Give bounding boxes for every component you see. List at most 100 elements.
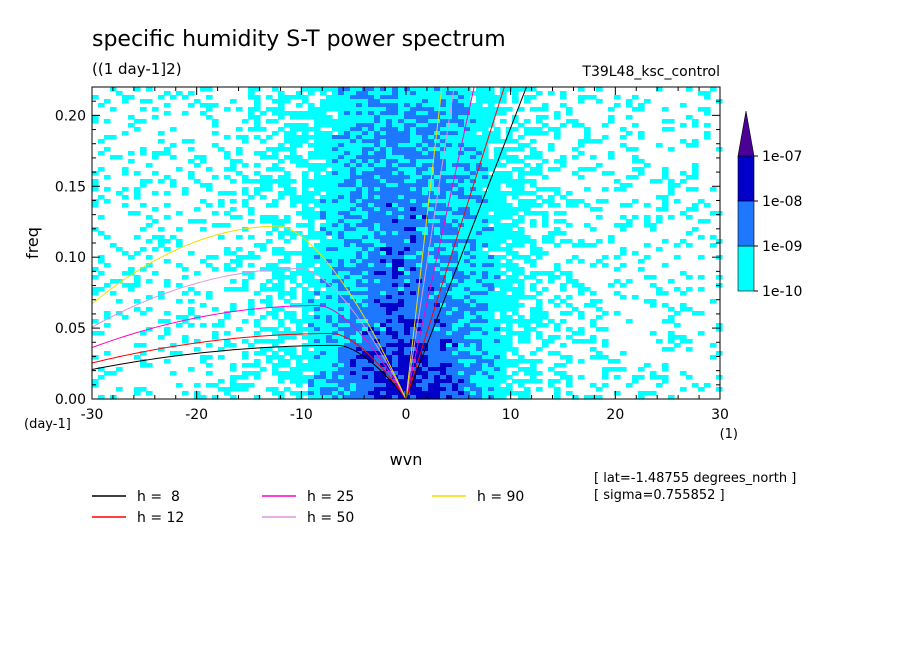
heatmap-cell	[338, 359, 345, 364]
heatmap-cell	[374, 299, 381, 304]
heatmap-cell	[308, 251, 315, 256]
heatmap-cell	[380, 319, 387, 324]
heatmap-cell	[374, 383, 381, 388]
heatmap-cell	[92, 199, 99, 204]
heatmap-cell	[440, 311, 447, 316]
heatmap-cell	[410, 215, 417, 220]
heatmap-cell	[374, 163, 381, 168]
heatmap-cell	[350, 227, 357, 232]
heatmap-cell	[404, 95, 411, 100]
heatmap-cell	[332, 363, 339, 368]
heatmap-cell	[374, 243, 381, 248]
heatmap-cell	[428, 347, 435, 352]
heatmap-cell	[368, 151, 375, 156]
heatmap-cell	[206, 355, 213, 360]
heatmap-cell	[434, 279, 441, 284]
heatmap-cell	[200, 355, 207, 360]
heatmap-cell	[560, 343, 567, 348]
heatmap-cell	[344, 347, 351, 352]
heatmap-cell	[500, 211, 507, 216]
heatmap-cell	[440, 175, 447, 180]
heatmap-cell	[254, 115, 261, 120]
heatmap-cell	[314, 251, 321, 256]
heatmap-cell	[326, 227, 333, 232]
heatmap-cell	[338, 127, 345, 132]
heatmap-cell	[260, 139, 267, 144]
heatmap-cell	[482, 199, 489, 204]
heatmap-cell	[536, 255, 543, 260]
heatmap-cell	[476, 343, 483, 348]
heatmap-cell	[278, 247, 285, 252]
heatmap-cell	[392, 115, 399, 120]
heatmap-cell	[506, 323, 513, 328]
heatmap-cell	[368, 179, 375, 184]
heatmap-cell	[692, 207, 699, 212]
heatmap-cell	[254, 163, 261, 168]
dispersion-curves	[91, 86, 527, 400]
heatmap-cell	[128, 159, 135, 164]
heatmap-cell	[512, 187, 519, 192]
heatmap-cell	[326, 327, 333, 332]
heatmap-cell	[458, 103, 465, 108]
heatmap-cell	[464, 299, 471, 304]
heatmap-cell	[200, 259, 207, 264]
heatmap-cell	[428, 147, 435, 152]
heatmap-cell	[428, 311, 435, 316]
heatmap-cell	[506, 339, 513, 344]
heatmap-cell	[170, 127, 177, 132]
heatmap-cell	[452, 279, 459, 284]
heatmap-cell	[674, 311, 681, 316]
heatmap-cell	[404, 191, 411, 196]
heatmap-cell	[698, 107, 705, 112]
heatmap-cell	[404, 231, 411, 236]
heatmap-cell	[278, 339, 285, 344]
heatmap-cell	[446, 87, 453, 92]
heatmap-cell	[698, 331, 705, 336]
heatmap-cell	[92, 115, 99, 120]
heatmap-cell	[284, 251, 291, 256]
heatmap-cell	[332, 107, 339, 112]
heatmap-cell	[302, 235, 309, 240]
heatmap-cell	[398, 231, 405, 236]
heatmap-cell	[470, 103, 477, 108]
heatmap-cell	[506, 363, 513, 368]
heatmap-cell	[422, 243, 429, 248]
heatmap-cell	[308, 259, 315, 264]
heatmap-cell	[434, 203, 441, 208]
heatmap-cell	[362, 163, 369, 168]
heatmap-cell	[500, 379, 507, 384]
heatmap-cell	[272, 331, 279, 336]
heatmap-cell	[398, 355, 405, 360]
heatmap-cell	[368, 323, 375, 328]
heatmap-cell	[386, 223, 393, 228]
heatmap-cell	[524, 367, 531, 372]
heatmap-cell	[356, 159, 363, 164]
heatmap-cell	[440, 167, 447, 172]
heatmap-cell	[500, 351, 507, 356]
heatmap-cell	[248, 303, 255, 308]
heatmap-cell	[554, 203, 561, 208]
heatmap-cell	[356, 299, 363, 304]
heatmap-cell	[644, 363, 651, 368]
heatmap-cell	[338, 263, 345, 268]
heatmap-cell	[620, 351, 627, 356]
heatmap-cell	[272, 227, 279, 232]
heatmap-cell	[362, 159, 369, 164]
heatmap-cell	[470, 127, 477, 132]
heatmap-cell	[362, 367, 369, 372]
heatmap-cell	[326, 323, 333, 328]
heatmap-cell	[356, 339, 363, 344]
heatmap-cell	[218, 387, 225, 392]
heatmap-cell	[392, 179, 399, 184]
heatmap-cell	[422, 327, 429, 332]
heatmap-cell	[596, 239, 603, 244]
heatmap-cell	[326, 223, 333, 228]
heatmap-cell	[458, 223, 465, 228]
heatmap-cell	[518, 303, 525, 308]
heatmap-cell	[326, 255, 333, 260]
heatmap-cell	[338, 319, 345, 324]
heatmap-cell	[398, 379, 405, 384]
heatmap-cell	[650, 371, 657, 376]
heatmap-cell	[476, 179, 483, 184]
heatmap-cell	[392, 355, 399, 360]
